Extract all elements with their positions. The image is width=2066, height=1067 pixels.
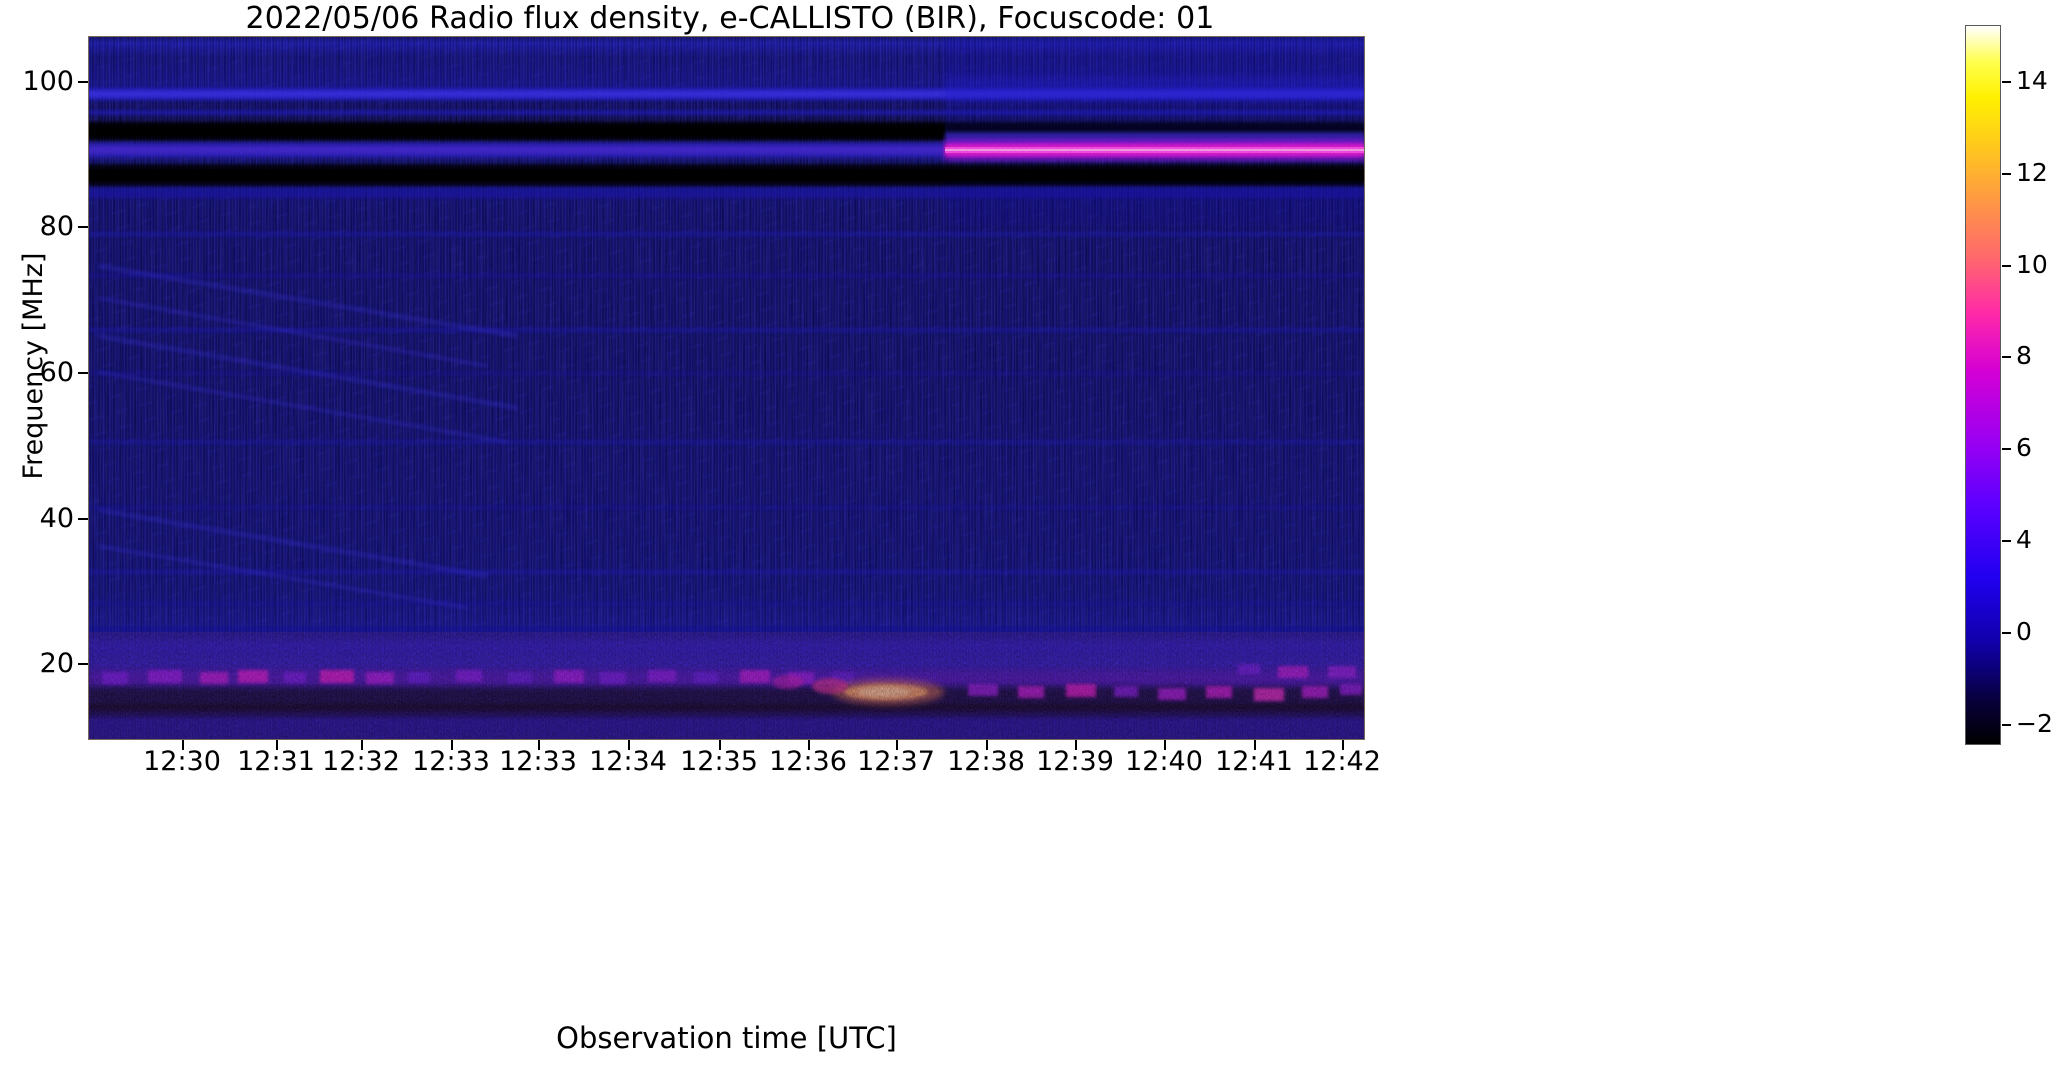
y-tick-label: 20: [39, 648, 74, 679]
x-axis-title: Observation time [UTC]: [556, 1021, 897, 1055]
spectrogram-image: [88, 36, 1365, 740]
colorbar[interactable]: [1965, 25, 2001, 745]
colorbar-tick-label: 14: [2016, 66, 2048, 95]
x-tick-label: 12:36: [769, 746, 847, 777]
x-tick-label: 12:33: [499, 746, 577, 777]
chart-title: 2022/05/06 Radio flux density, e-CALLIST…: [245, 1, 1215, 36]
x-tick-label: 12:41: [1215, 746, 1293, 777]
x-tick-label: 12:37: [857, 746, 935, 777]
colorbar-tick-label: −2: [2016, 709, 2053, 738]
x-tick-label: 12:30: [143, 746, 221, 777]
colorbar-tick-label: 6: [2016, 433, 2032, 462]
colorbar-tick-label: 12: [2016, 158, 2048, 187]
colorbar-tick-label: 0: [2016, 617, 2032, 646]
colorbar-tick-label: 4: [2016, 525, 2032, 554]
colorbar-tick-label: 10: [2016, 250, 2048, 279]
y-tick-label: 80: [39, 211, 74, 242]
x-tick-label: 12:39: [1036, 746, 1114, 777]
x-tick-label: 12:33: [412, 746, 490, 777]
x-tick-label: 12:38: [947, 746, 1025, 777]
x-tick-label: 12:32: [322, 746, 400, 777]
y-tick-label: 60: [39, 357, 74, 388]
x-tick-label: 12:31: [237, 746, 315, 777]
x-tick-label: 12:35: [680, 746, 758, 777]
x-tick-label: 12:42: [1303, 746, 1381, 777]
x-tick-label: 12:40: [1125, 746, 1203, 777]
colorbar-tick-label: 8: [2016, 341, 2032, 370]
y-axis-title: Frequency [MHz]: [18, 252, 49, 480]
x-tick-label: 12:34: [589, 746, 667, 777]
spectrogram-plot-area[interactable]: [88, 36, 1365, 740]
y-tick-label: 100: [22, 66, 74, 97]
y-tick-label: 40: [39, 503, 74, 534]
